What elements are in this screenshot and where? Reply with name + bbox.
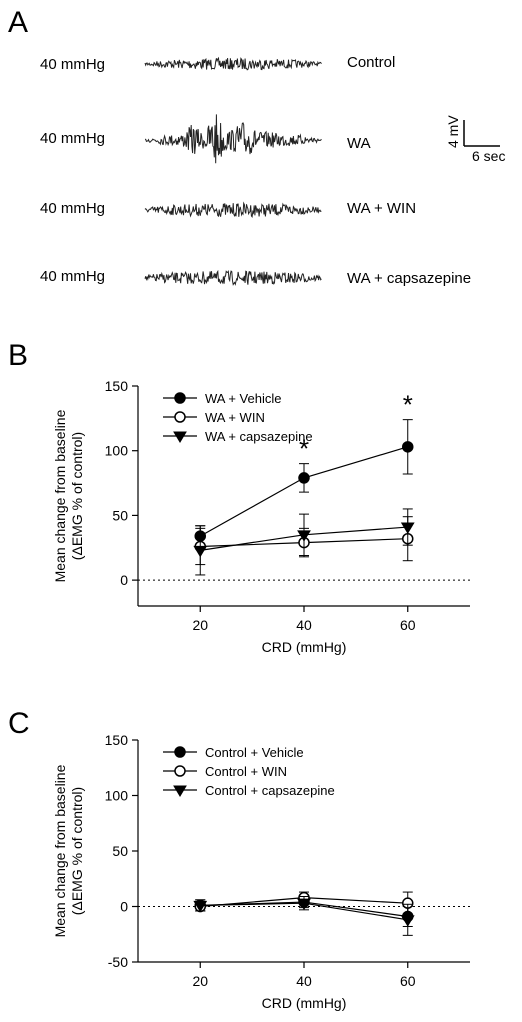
trace-condition-label: WA (347, 135, 371, 152)
legend-label: Control + WIN (205, 764, 287, 779)
chart-b: 0 50 100 150 20 40 60 CRD (mmHg) Mean change fro… (52, 378, 470, 655)
trace-condition-label: Control (347, 54, 395, 71)
x-tick-label: 20 (192, 617, 208, 633)
scale-bar-horizontal-label: 6 sec (472, 148, 505, 164)
x-tick-label: 60 (400, 617, 416, 633)
scale-bar-vertical-label: 4 mV (445, 115, 461, 148)
legend-marker (174, 746, 186, 758)
scale-bar: 4 mV 6 sec (445, 115, 505, 164)
legend-label: WA + WIN (205, 410, 265, 425)
data-point (297, 530, 311, 542)
y-tick-label: 0 (120, 899, 128, 915)
y-tick-label: 150 (105, 732, 129, 748)
x-tick-label: 40 (296, 973, 312, 989)
data-point (400, 522, 415, 535)
legend-marker (173, 431, 187, 443)
trace-pressure-label: 40 mmHg (40, 130, 105, 147)
legend-label: Control + Vehicle (205, 745, 304, 760)
chart-c: -50 0 50 100 150 20 40 60 CRD (mmHg) Mean change … (52, 732, 470, 1011)
trace-row-control: 40 mmHg Control (40, 54, 395, 73)
y-tick-label: 0 (120, 572, 128, 588)
x-axis-title: CRD (mmHg) (262, 995, 347, 1011)
data-point (297, 898, 311, 911)
trace-condition-label: WA + WIN (347, 200, 416, 217)
y-tick-label: 150 (105, 378, 129, 394)
significance-mark: * (299, 434, 309, 464)
trace-pressure-label: 40 mmHg (40, 56, 105, 73)
legend-marker (174, 392, 186, 404)
panel-b-label: B (8, 339, 28, 372)
legend-marker (174, 411, 186, 423)
x-tick-label: 60 (400, 973, 416, 989)
trace-row-wa: 40 mmHg WA (40, 114, 371, 164)
y-tick-label: -50 (108, 954, 128, 970)
legend-label: Control + capsazepine (205, 783, 335, 798)
y-tick-label: 100 (105, 788, 129, 804)
trace-condition-label: WA + capsazepine (347, 270, 471, 287)
legend-label: WA + capsazepine (205, 429, 313, 444)
x-axis-title: CRD (mmHg) (262, 639, 347, 655)
emg-trace-wa-win (144, 201, 322, 219)
y-tick-label: 50 (112, 843, 128, 859)
series-control-capsazepine (193, 896, 415, 936)
data-point (402, 441, 414, 453)
y-tick-label: 50 (112, 507, 128, 523)
trace-pressure-label: 40 mmHg (40, 200, 105, 217)
series-wa-capsazepine (193, 508, 415, 576)
trace-row-wa-capsazepine: 40 mmHg WA + capsazepine (40, 268, 471, 287)
legend-label: WA + Vehicle (205, 391, 281, 406)
data-point (298, 472, 310, 484)
x-tick-label: 40 (296, 617, 312, 633)
trace-pressure-label: 40 mmHg (40, 268, 105, 285)
trace-row-wa-win: 40 mmHg WA + WIN (40, 200, 416, 219)
legend-marker (173, 785, 187, 797)
x-tick-label: 20 (192, 973, 208, 989)
y-axis-title-units: (ΔEMG % of control) (69, 787, 85, 915)
y-tick-label: 100 (105, 443, 129, 459)
y-axis-title: Mean change from baseline (52, 409, 68, 582)
data-point (193, 545, 208, 558)
y-axis-title: Mean change from baseline (52, 764, 68, 937)
panel-c-label: C (8, 707, 30, 740)
emg-trace-wa-capsazepine (144, 269, 322, 286)
data-point (193, 900, 208, 913)
panel-a-label: A (8, 6, 28, 39)
legend-marker (174, 765, 186, 777)
emg-trace-control (144, 56, 322, 71)
emg-trace-wa (144, 114, 322, 164)
data-point (400, 915, 415, 927)
significance-mark: * (403, 390, 413, 420)
y-axis-title-units: (ΔEMG % of control) (69, 432, 85, 560)
